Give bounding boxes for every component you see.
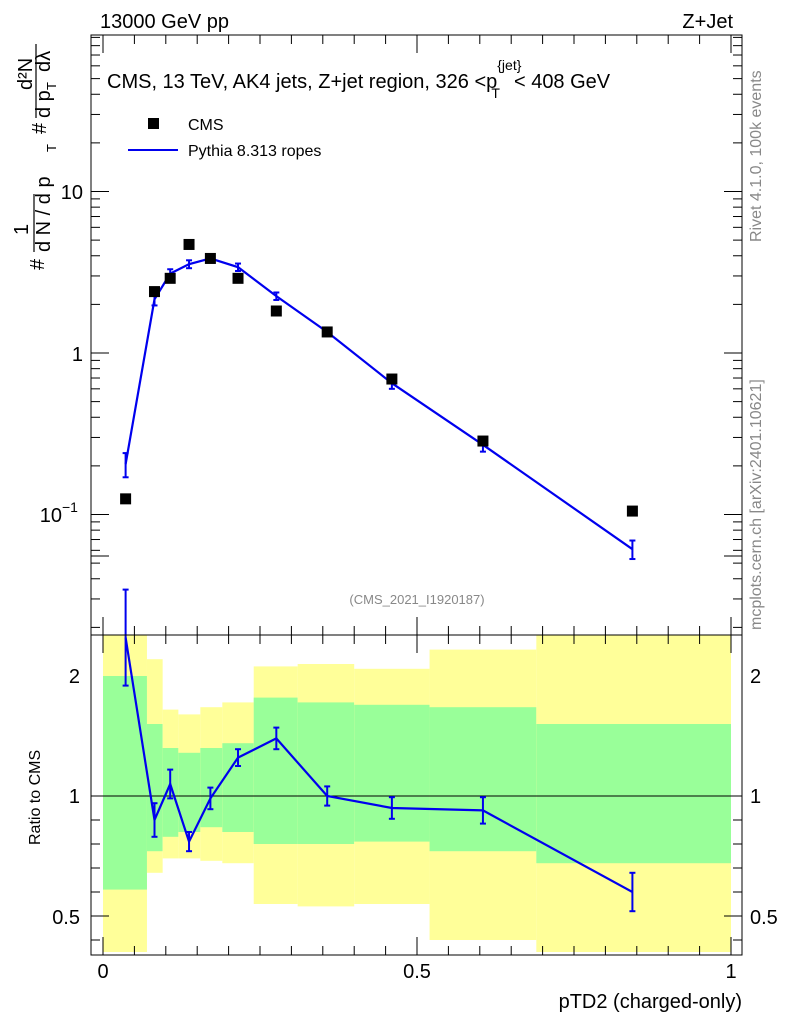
ratio-ytick-label: 2 — [69, 666, 80, 688]
ratio-ytick-label: 0.5 — [52, 907, 80, 929]
main-ytick-label-exp: −1 — [62, 499, 78, 515]
ratio-inner-band — [354, 704, 430, 842]
ratio-inner-band — [178, 752, 201, 832]
ratio-curve — [122, 588, 636, 913]
main-markers — [120, 238, 638, 517]
ylabel-one: 1 — [11, 224, 33, 235]
ratio-xtick-label: 1 — [725, 961, 736, 983]
header-left: 13000 GeV pp — [100, 11, 229, 33]
chart-title-sub: T — [491, 85, 500, 101]
ratio-inner-band — [536, 724, 731, 864]
cms-data-point — [120, 493, 132, 505]
cms-data-point — [204, 252, 216, 264]
ylabel-den2: d p — [33, 90, 55, 118]
analysis-watermark: (CMS_2021_I1920187) — [349, 592, 484, 607]
cms-data-point — [270, 305, 282, 317]
ratio-inner-band — [253, 697, 298, 844]
chart-title: CMS, 13 TeV, AK4 jets, Z+jet region, 326… — [107, 57, 611, 101]
main-ytick-label: 10 — [61, 182, 83, 204]
ratio-y-axis-label: Ratio to CMS — [27, 750, 44, 845]
ylabel-hash: # — [27, 258, 49, 270]
legend-cms-label: CMS — [188, 117, 224, 134]
cms-data-point — [232, 272, 244, 284]
ylabel-num: d²N — [15, 58, 37, 90]
cms-data-point — [386, 373, 398, 385]
chart-title-sup: {jet} — [497, 57, 521, 73]
main-panel: 10 1 10 −1 CMS, 13 TeV, AK4 jets, Z+jet … — [11, 34, 743, 636]
chart-title-tail: < 408 GeV — [514, 71, 611, 93]
ylabel-sub1: T — [44, 144, 59, 152]
main-ylabel: # 1 d N / d p T # d²N d p T dλ — [11, 44, 59, 270]
ratio-frame — [90, 634, 743, 956]
cms-data-point — [164, 272, 176, 284]
ratio-xtick-label: 0 — [97, 961, 108, 983]
chart-title-main: CMS, 13 TeV, AK4 jets, Z+jet region, 326… — [107, 71, 497, 93]
main-ticks — [91, 35, 742, 635]
mc-curve-line — [124, 257, 634, 551]
cms-data-point — [148, 286, 160, 298]
ratio-ytick-label-right: 2 — [750, 666, 761, 688]
ratio-panel: 2 1 0.5 2 1 0.5 0 0.5 1 pTD2 (charged-on… — [27, 555, 778, 1013]
ratio-bands — [103, 635, 731, 952]
ratio-ticks — [91, 555, 742, 955]
cms-data-point — [183, 238, 195, 250]
header-right: Z+Jet — [682, 11, 733, 33]
ratio-ytick-label-right: 0.5 — [750, 907, 778, 929]
ylabel-hash2: # — [29, 122, 51, 134]
ratio-ytick-label-right: 1 — [750, 786, 761, 808]
ratio-ytick-label: 1 — [69, 786, 80, 808]
legend-cms-marker — [148, 118, 159, 129]
mcplots-label: mcplots.cern.ch [arXiv:2401.10621] — [748, 379, 765, 630]
cms-data-point — [321, 326, 333, 338]
main-curve — [122, 254, 636, 561]
ratio-inner-band — [146, 724, 163, 852]
ratio-inner-band — [103, 676, 147, 890]
x-axis-label: pTD2 (charged-only) — [559, 991, 742, 1013]
ylabel-dlambda: dλ — [33, 51, 55, 72]
main-ytick-label-base: 10 — [40, 505, 62, 527]
cms-data-point — [626, 505, 638, 517]
main-ytick-label: 1 — [72, 344, 83, 366]
cms-data-point — [477, 435, 489, 447]
rivet-label: Rivet 4.1.0, 100k events — [748, 70, 765, 242]
ratio-inner-band — [429, 707, 537, 852]
legend-pythia-label: Pythia 8.313 ropes — [188, 143, 321, 160]
ylabel-sub2: T — [44, 82, 59, 90]
ylabel-den1: d N / d p — [33, 176, 55, 252]
ratio-xtick-label: 0.5 — [403, 961, 431, 983]
